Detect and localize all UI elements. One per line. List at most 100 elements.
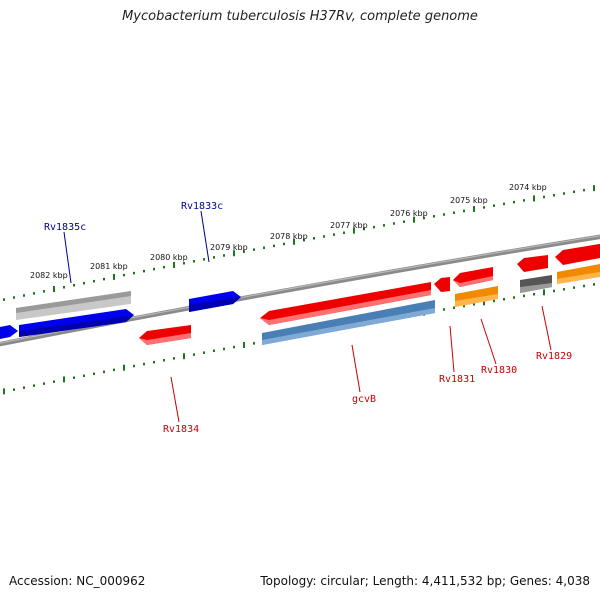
inner-ruler-minor-tick: [103, 370, 105, 374]
kbp-label-2077: 2077 kbp: [330, 221, 368, 230]
inner-ruler-minor-tick: [233, 345, 235, 349]
gene-feature-gcvb-shade: [262, 308, 435, 345]
outer-ruler-minor-tick: [373, 225, 375, 229]
outer-ruler-minor-tick: [273, 244, 275, 248]
outer-ruler-minor-tick: [43, 290, 45, 293]
gene-feature-large-red-shade: [260, 290, 431, 325]
kbp-label-2075: 2075 kbp: [450, 196, 488, 205]
gene-feature-right-edge-orange-shade: [557, 271, 600, 284]
outer-ruler-minor-tick: [493, 204, 495, 207]
outer-ruler-minor-tick: [73, 283, 75, 287]
leader-rv1829: [541, 305, 552, 351]
outer-ruler-minor-tick: [303, 238, 305, 242]
outer-ruler-major-tick: [173, 261, 175, 268]
gene-label-rv1833c[interactable]: Rv1833c: [181, 201, 223, 212]
inner-ruler-minor-tick: [23, 386, 25, 389]
gene-feature-rv1833c-shade: [189, 297, 241, 312]
outer-ruler-minor-tick: [423, 216, 425, 220]
inner-ruler-minor-tick: [213, 349, 215, 353]
kbp-label-2076: 2076 kbp: [390, 209, 428, 218]
inner-ruler-minor-tick: [133, 364, 135, 368]
leader-rv1835c: [63, 231, 72, 284]
leader-gcvb: [351, 344, 361, 393]
outer-ruler-minor-tick: [513, 200, 515, 204]
gene-feature-right-edge-red[interactable]: [555, 243, 600, 265]
gene-label-rv1834[interactable]: Rv1834: [163, 424, 199, 435]
gene-feature-rv1834-shade: [139, 333, 191, 345]
gene-feature-rv1830-shade: [455, 294, 498, 307]
outer-ruler-minor-tick: [123, 273, 125, 277]
outer-ruler-minor-tick: [33, 292, 35, 295]
gene-feature-rv1831[interactable]: [434, 277, 450, 292]
gene-label-rv1830[interactable]: Rv1830: [481, 365, 517, 376]
kbp-label-2082: 2082 kbp: [30, 271, 68, 280]
inner-ruler-minor-tick: [573, 286, 575, 289]
outer-ruler-minor-tick: [313, 237, 315, 240]
inner-ruler-minor-tick: [73, 376, 75, 379]
gene-label-rv1831[interactable]: Rv1831: [439, 374, 475, 385]
outer-ruler-minor-tick: [253, 248, 255, 251]
leader-rv1831: [449, 325, 455, 373]
outer-ruler-minor-tick: [483, 206, 485, 209]
gene-feature-left-edge-forward[interactable]: [0, 325, 18, 340]
outer-ruler-minor-tick: [553, 193, 555, 197]
outer-ruler-minor-tick: [63, 286, 65, 289]
leader-rv1833c: [200, 210, 210, 263]
outer-ruler-minor-tick: [203, 258, 205, 261]
inner-ruler-minor-tick: [253, 342, 255, 345]
outer-ruler-minor-tick: [243, 250, 245, 253]
kbp-label-2080: 2080 kbp: [150, 253, 188, 262]
inner-ruler-major-tick: [483, 299, 485, 306]
outer-ruler-minor-tick: [183, 261, 185, 265]
outer-ruler-minor-tick: [583, 188, 585, 192]
inner-ruler-minor-tick: [203, 351, 205, 354]
outer-ruler-minor-tick: [143, 269, 145, 273]
outer-ruler-minor-tick: [503, 202, 505, 206]
inner-ruler-major-tick: [243, 341, 245, 348]
inner-ruler-minor-tick: [513, 296, 515, 299]
inner-ruler-minor-tick: [53, 380, 55, 383]
outer-ruler-minor-tick: [363, 227, 365, 231]
outer-ruler-major-tick: [293, 238, 295, 245]
outer-ruler-minor-tick: [383, 224, 385, 227]
gene-feature-gray-forward-shade: [16, 291, 131, 313]
inner-ruler-minor-tick: [593, 283, 595, 286]
outer-ruler-minor-tick: [193, 260, 195, 263]
gene-label-rv1835c[interactable]: Rv1835c: [44, 222, 86, 233]
inner-ruler-minor-tick: [193, 353, 195, 356]
inner-ruler-minor-tick: [553, 289, 555, 293]
outer-tick-ruler: [3, 185, 595, 301]
gene-feature-rv1829-shade: [520, 283, 552, 293]
inner-ruler-minor-tick: [13, 388, 15, 391]
outer-ruler-minor-tick: [93, 279, 95, 283]
inner-ruler-major-tick: [123, 364, 125, 371]
outer-ruler-major-tick: [413, 216, 415, 223]
outer-ruler-minor-tick: [343, 231, 345, 234]
inner-ruler-minor-tick: [493, 299, 495, 303]
inner-ruler-minor-tick: [83, 374, 85, 377]
outer-ruler-minor-tick: [133, 271, 135, 275]
kbp-label-2078: 2078 kbp: [270, 232, 308, 241]
inner-ruler-minor-tick: [563, 288, 565, 291]
inner-ruler-minor-tick: [93, 372, 95, 376]
gene-label-gcvb[interactable]: gcvB: [352, 394, 376, 405]
outer-ruler-minor-tick: [453, 211, 455, 214]
outer-ruler-minor-tick: [223, 254, 225, 257]
leader-rv1834: [170, 376, 180, 423]
inner-ruler-minor-tick: [583, 284, 585, 288]
gene-label-rv1829[interactable]: Rv1829: [536, 351, 572, 362]
outer-ruler-major-tick: [113, 273, 115, 280]
inner-ruler-minor-tick: [463, 304, 465, 308]
inner-ruler-major-tick: [3, 388, 5, 395]
gene-feature-rv1829-red[interactable]: [517, 255, 548, 272]
outer-ruler-minor-tick: [213, 256, 215, 259]
outer-ruler-minor-tick: [103, 277, 105, 281]
outer-ruler-minor-tick: [443, 213, 445, 216]
inner-ruler-minor-tick: [163, 359, 165, 362]
outer-ruler-minor-tick: [463, 209, 465, 213]
outer-ruler-minor-tick: [153, 267, 155, 271]
kbp-label-2081: 2081 kbp: [90, 262, 128, 271]
outer-ruler-minor-tick: [333, 233, 335, 236]
